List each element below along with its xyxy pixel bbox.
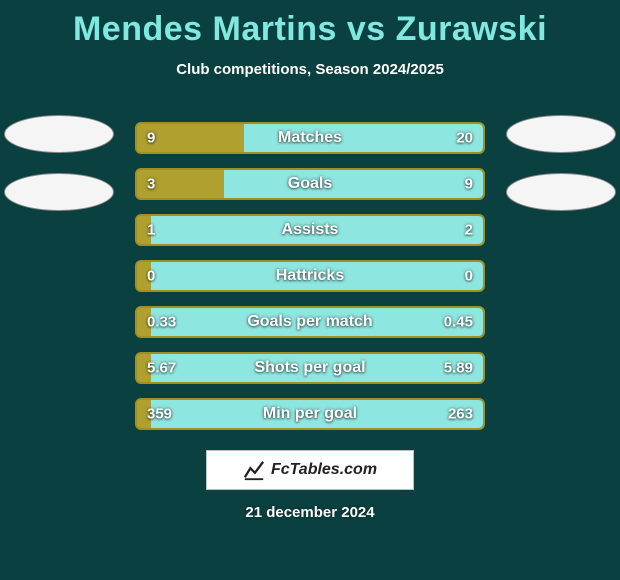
- stat-bar-row: 12Assists: [135, 214, 485, 246]
- figure-date: 21 december 2024: [0, 504, 620, 521]
- bar-left-segment: [137, 308, 151, 336]
- bar-left-segment: [137, 354, 151, 382]
- stat-bar-row: 920Matches: [135, 122, 485, 154]
- player-avatar-col-left: [4, 115, 114, 211]
- bar-right-segment: [137, 216, 483, 244]
- bar-left-segment: [137, 262, 151, 290]
- bar-left-segment: [137, 400, 151, 428]
- bar-left-segment: [137, 124, 244, 152]
- stat-bar-row: 39Goals: [135, 168, 485, 200]
- bar-right-segment: [137, 262, 483, 290]
- watermark-text: FcTables.com: [271, 461, 377, 479]
- stat-bar-row: 5.675.89Shots per goal: [135, 352, 485, 384]
- watermark[interactable]: FcTables.com: [206, 450, 414, 490]
- bar-left-segment: [137, 170, 224, 198]
- player-avatar-placeholder: [506, 115, 616, 153]
- stat-bar-row: 0.330.45Goals per match: [135, 306, 485, 338]
- player-avatar-col-right: [506, 115, 616, 211]
- stat-bar-row: 359263Min per goal: [135, 398, 485, 430]
- bar-right-segment: [137, 354, 483, 382]
- player-avatar-placeholder: [4, 115, 114, 153]
- team-logo-placeholder: [506, 173, 616, 211]
- bar-right-segment: [137, 308, 483, 336]
- comparison-bars: 920Matches 39Goals 12Assists 00Hattricks 0.3…: [135, 122, 485, 430]
- stat-bar-row: 00Hattricks: [135, 260, 485, 292]
- page-title: Mendes Martins vs Zurawski: [0, 0, 620, 49]
- chart-line-icon: [243, 459, 265, 481]
- page-subtitle: Club competitions, Season 2024/2025: [0, 61, 620, 78]
- team-logo-placeholder: [4, 173, 114, 211]
- bar-left-segment: [137, 216, 151, 244]
- bar-right-segment: [137, 400, 483, 428]
